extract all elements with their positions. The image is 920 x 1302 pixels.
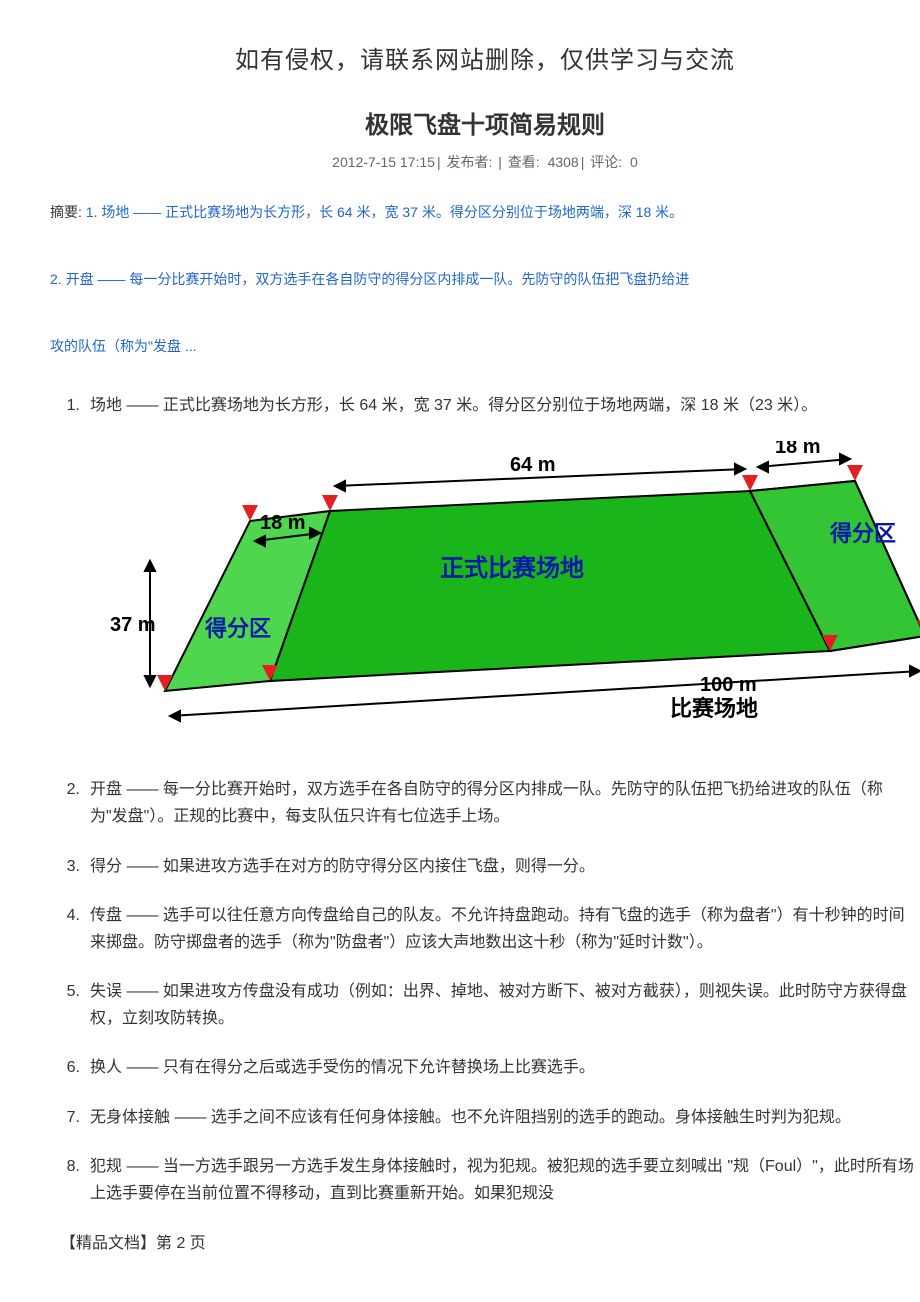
meta-datetime: 2012-7-15 17:15	[332, 154, 435, 170]
rule-num: 2.	[50, 776, 80, 803]
summary-label: 摘要:	[50, 204, 82, 220]
rule-item: 3.得分 —— 如果进攻方选手在对方的防守得分区内接住飞盘，则得一分。	[90, 853, 920, 880]
meta-line: 2012-7-15 17:15| 发布者: | 查看: 4308| 评论: 0	[50, 152, 920, 172]
rule-item: 1. 场地 —— 正式比赛场地为长方形，长 64 米，宽 37 米。得分区分别位…	[90, 392, 920, 419]
rule-num: 7.	[50, 1104, 80, 1131]
label-endzone-left: 得分区	[204, 616, 271, 641]
rule-num: 3.	[50, 853, 80, 880]
rule-item: 4.传盘 —— 选手可以往任意方向传盘给自己的队友。不允许持盘跑动。持有飞盘的选…	[90, 902, 920, 956]
rule-num: 4.	[50, 902, 80, 929]
label-gamefield: 比赛场地	[670, 696, 758, 721]
meta-comments: 0	[630, 154, 638, 170]
meta-views: 4308	[548, 154, 579, 170]
rule-num: 6.	[50, 1054, 80, 1081]
meta-comments-label: 评论:	[590, 154, 622, 170]
rule-item: 8.犯规 —— 当一方选手跟另一方选手发生身体接触时，视为犯规。被犯规的选手要立…	[90, 1153, 920, 1207]
rule-text: 开盘 —— 每一分比赛开始时，双方选手在各自防守的得分区内排成一队。先防守的队伍…	[90, 781, 883, 825]
label-18m-left: 18 m	[260, 512, 306, 534]
rule-text: 犯规 —— 当一方选手跟另一方选手发生身体接触时，视为犯规。被犯规的选手要立刻喊…	[90, 1158, 914, 1202]
rule-text: 传盘 —— 选手可以往任意方向传盘给自己的队友。不允许持盘跑动。持有飞盘的选手（…	[90, 907, 905, 951]
rule-num: 8.	[50, 1153, 80, 1180]
label-100m: 100 m	[700, 674, 757, 696]
summary-text[interactable]: 1. 场地 —— 正式比赛场地为长方形，长 64 米，宽 37 米。得分区分别位…	[50, 204, 689, 354]
page-title: 极限飞盘十项简易规则	[50, 105, 920, 140]
field-diagram: 64 m 18 m 18 m 37 m 100 m 比赛场地 得分区 得分区 正…	[110, 441, 920, 746]
rule-item: 2.开盘 —— 每一分比赛开始时，双方选手在各自防守的得分区内排成一队。先防守的…	[90, 776, 920, 830]
rule-item: 6.换人 —— 只有在得分之后或选手受伤的情况下允许替换场上比赛选手。	[90, 1054, 920, 1081]
rule-list-2: 2. 开盘 —— 每一分比赛开始时，双方选手在各自防守的得分区内排成一队。先防守的…	[50, 776, 920, 1207]
label-37m: 37 m	[110, 614, 156, 636]
rule-text: 换人 —— 只有在得分之后或选手受伤的情况下允许替换场上比赛选手。	[90, 1059, 595, 1076]
label-endzone-right: 得分区	[829, 521, 896, 546]
rule-text: 无身体接触 —— 选手之间不应该有任何身体接触。也不允许阻挡别的选手的跑动。身体…	[90, 1109, 851, 1126]
meta-views-label: 查看:	[508, 154, 540, 170]
rule-item: 7.无身体接触 —— 选手之间不应该有任何身体接触。也不允许阻挡别的选手的跑动。…	[90, 1104, 920, 1131]
footer-page-label: 【精品文档】第 2 页	[60, 1229, 920, 1253]
rule-num: 1.	[50, 392, 80, 419]
header-notice: 如有侵权，请联系网站删除，仅供学习与交流	[50, 40, 920, 75]
label-64m: 64 m	[510, 454, 556, 476]
rule-list: 1. 场地 —— 正式比赛场地为长方形，长 64 米，宽 37 米。得分区分别位…	[50, 392, 920, 419]
rule-text: 场地 —— 正式比赛场地为长方形，长 64 米，宽 37 米。得分区分别位于场地…	[90, 397, 817, 414]
summary-block: 摘要: 1. 场地 —— 正式比赛场地为长方形，长 64 米，宽 37 米。得分…	[50, 196, 920, 364]
rule-text: 失误 —— 如果进攻方传盘没有成功（例如：出界、掉地、被对方断下、被对方截获），…	[90, 983, 907, 1027]
meta-publisher-label: 发布者:	[446, 154, 492, 170]
rule-item: 5.失误 —— 如果进攻方传盘没有成功（例如：出界、掉地、被对方断下、被对方截获…	[90, 978, 920, 1032]
rule-num: 5.	[50, 978, 80, 1005]
label-playfield: 正式比赛场地	[440, 554, 584, 582]
label-18m-top: 18 m	[775, 441, 821, 458]
rule-text: 得分 —— 如果进攻方选手在对方的防守得分区内接住飞盘，则得一分。	[90, 858, 595, 875]
